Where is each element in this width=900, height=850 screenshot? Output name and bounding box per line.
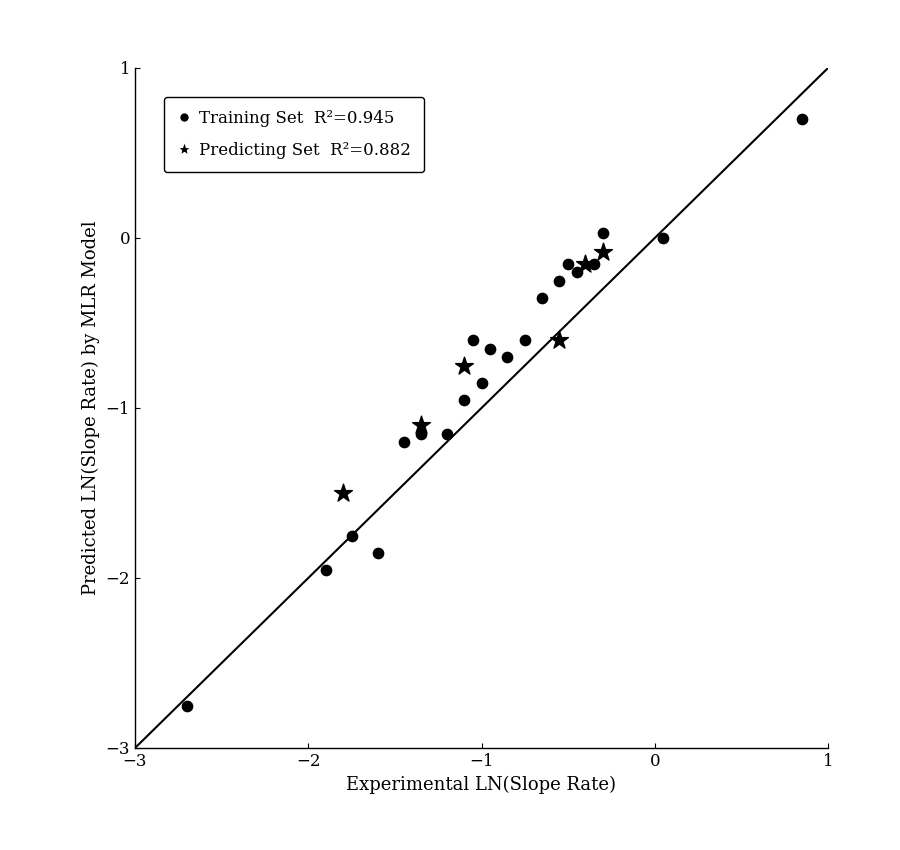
Point xyxy=(570,265,584,279)
Point xyxy=(795,112,809,126)
Point xyxy=(587,257,601,270)
Point xyxy=(414,418,428,432)
Point xyxy=(440,427,454,440)
Point xyxy=(180,699,194,712)
Point xyxy=(319,563,333,576)
Legend: Training Set  R²=0.945, Predicting Set  R²=0.882: Training Set R²=0.945, Predicting Set R²… xyxy=(164,97,424,173)
Point xyxy=(457,393,472,406)
Point xyxy=(553,333,567,347)
Point xyxy=(414,427,428,440)
Point xyxy=(396,435,410,449)
Point xyxy=(483,342,498,355)
Point xyxy=(465,333,480,347)
Point xyxy=(561,257,575,270)
Point xyxy=(535,291,549,304)
Point xyxy=(596,245,610,258)
Point xyxy=(371,546,385,559)
Point xyxy=(474,376,489,389)
X-axis label: Experimental LN(Slope Rate): Experimental LN(Slope Rate) xyxy=(346,775,616,794)
Point xyxy=(553,274,567,287)
Point xyxy=(500,350,515,364)
Y-axis label: Predicted LN(Slope Rate) by MLR Model: Predicted LN(Slope Rate) by MLR Model xyxy=(82,221,100,595)
Point xyxy=(518,333,532,347)
Point xyxy=(596,226,610,240)
Point xyxy=(336,486,350,500)
Point xyxy=(345,529,359,542)
Point xyxy=(656,231,670,245)
Point xyxy=(457,359,472,372)
Point xyxy=(579,257,593,270)
